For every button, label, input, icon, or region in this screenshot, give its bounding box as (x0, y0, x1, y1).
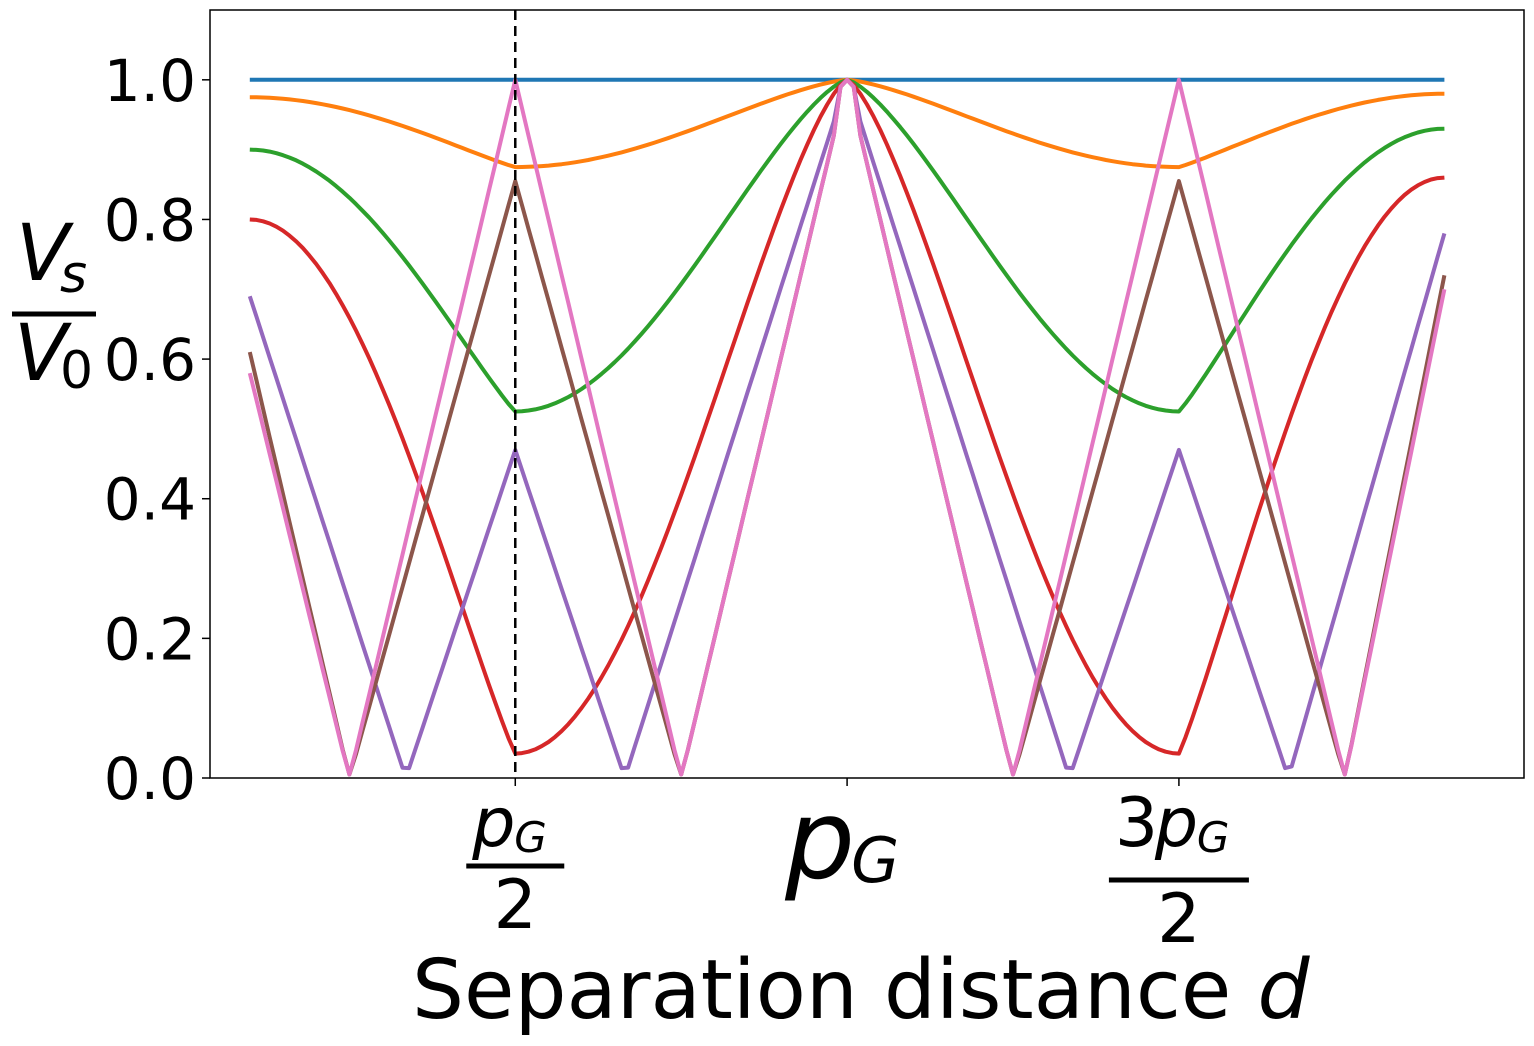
x-tick-num-coef: 3 (1115, 784, 1158, 863)
plot-background (210, 10, 1524, 778)
x-tick-label: 3pG 2 (1108, 784, 1249, 959)
y-tick-label: 0.0 (104, 745, 196, 813)
x-tick-label: p (784, 776, 855, 904)
y-tick-label: 0.4 (104, 466, 196, 534)
x-tick-den: 2 (494, 866, 537, 945)
x-tick-label-sub: G (851, 824, 899, 897)
x-axis-label: Separation distance d (412, 943, 1310, 1038)
y-axis-label: V s V 0 (12, 209, 96, 401)
x-tick-num: p (1154, 784, 1198, 863)
ylabel-num-base: V (16, 209, 74, 299)
ylabel-den-sub: 0 (60, 341, 93, 401)
y-tick-label: 0.6 (104, 326, 196, 394)
ylabel-num-sub: s (60, 245, 87, 305)
y-tick-label: 0.8 (104, 186, 196, 254)
y-axis: 0.0 0.2 0.4 0.6 0.8 1.0 (104, 47, 210, 813)
x-tick-num: p (471, 784, 515, 863)
x-tick-num-sub: G (514, 813, 547, 862)
x-tick-num-sub: G (1197, 813, 1230, 862)
y-tick-label: 0.2 (104, 605, 196, 673)
ylabel-den-base: V (14, 309, 72, 399)
plot-frame (209, 9, 1525, 779)
series-layer (247, 77, 1447, 777)
x-tick-den: 2 (1157, 880, 1200, 959)
x-tick-label: pG2 (466, 784, 565, 945)
y-tick-label: 1.0 (104, 47, 196, 115)
series-line-7 (247, 77, 1447, 777)
